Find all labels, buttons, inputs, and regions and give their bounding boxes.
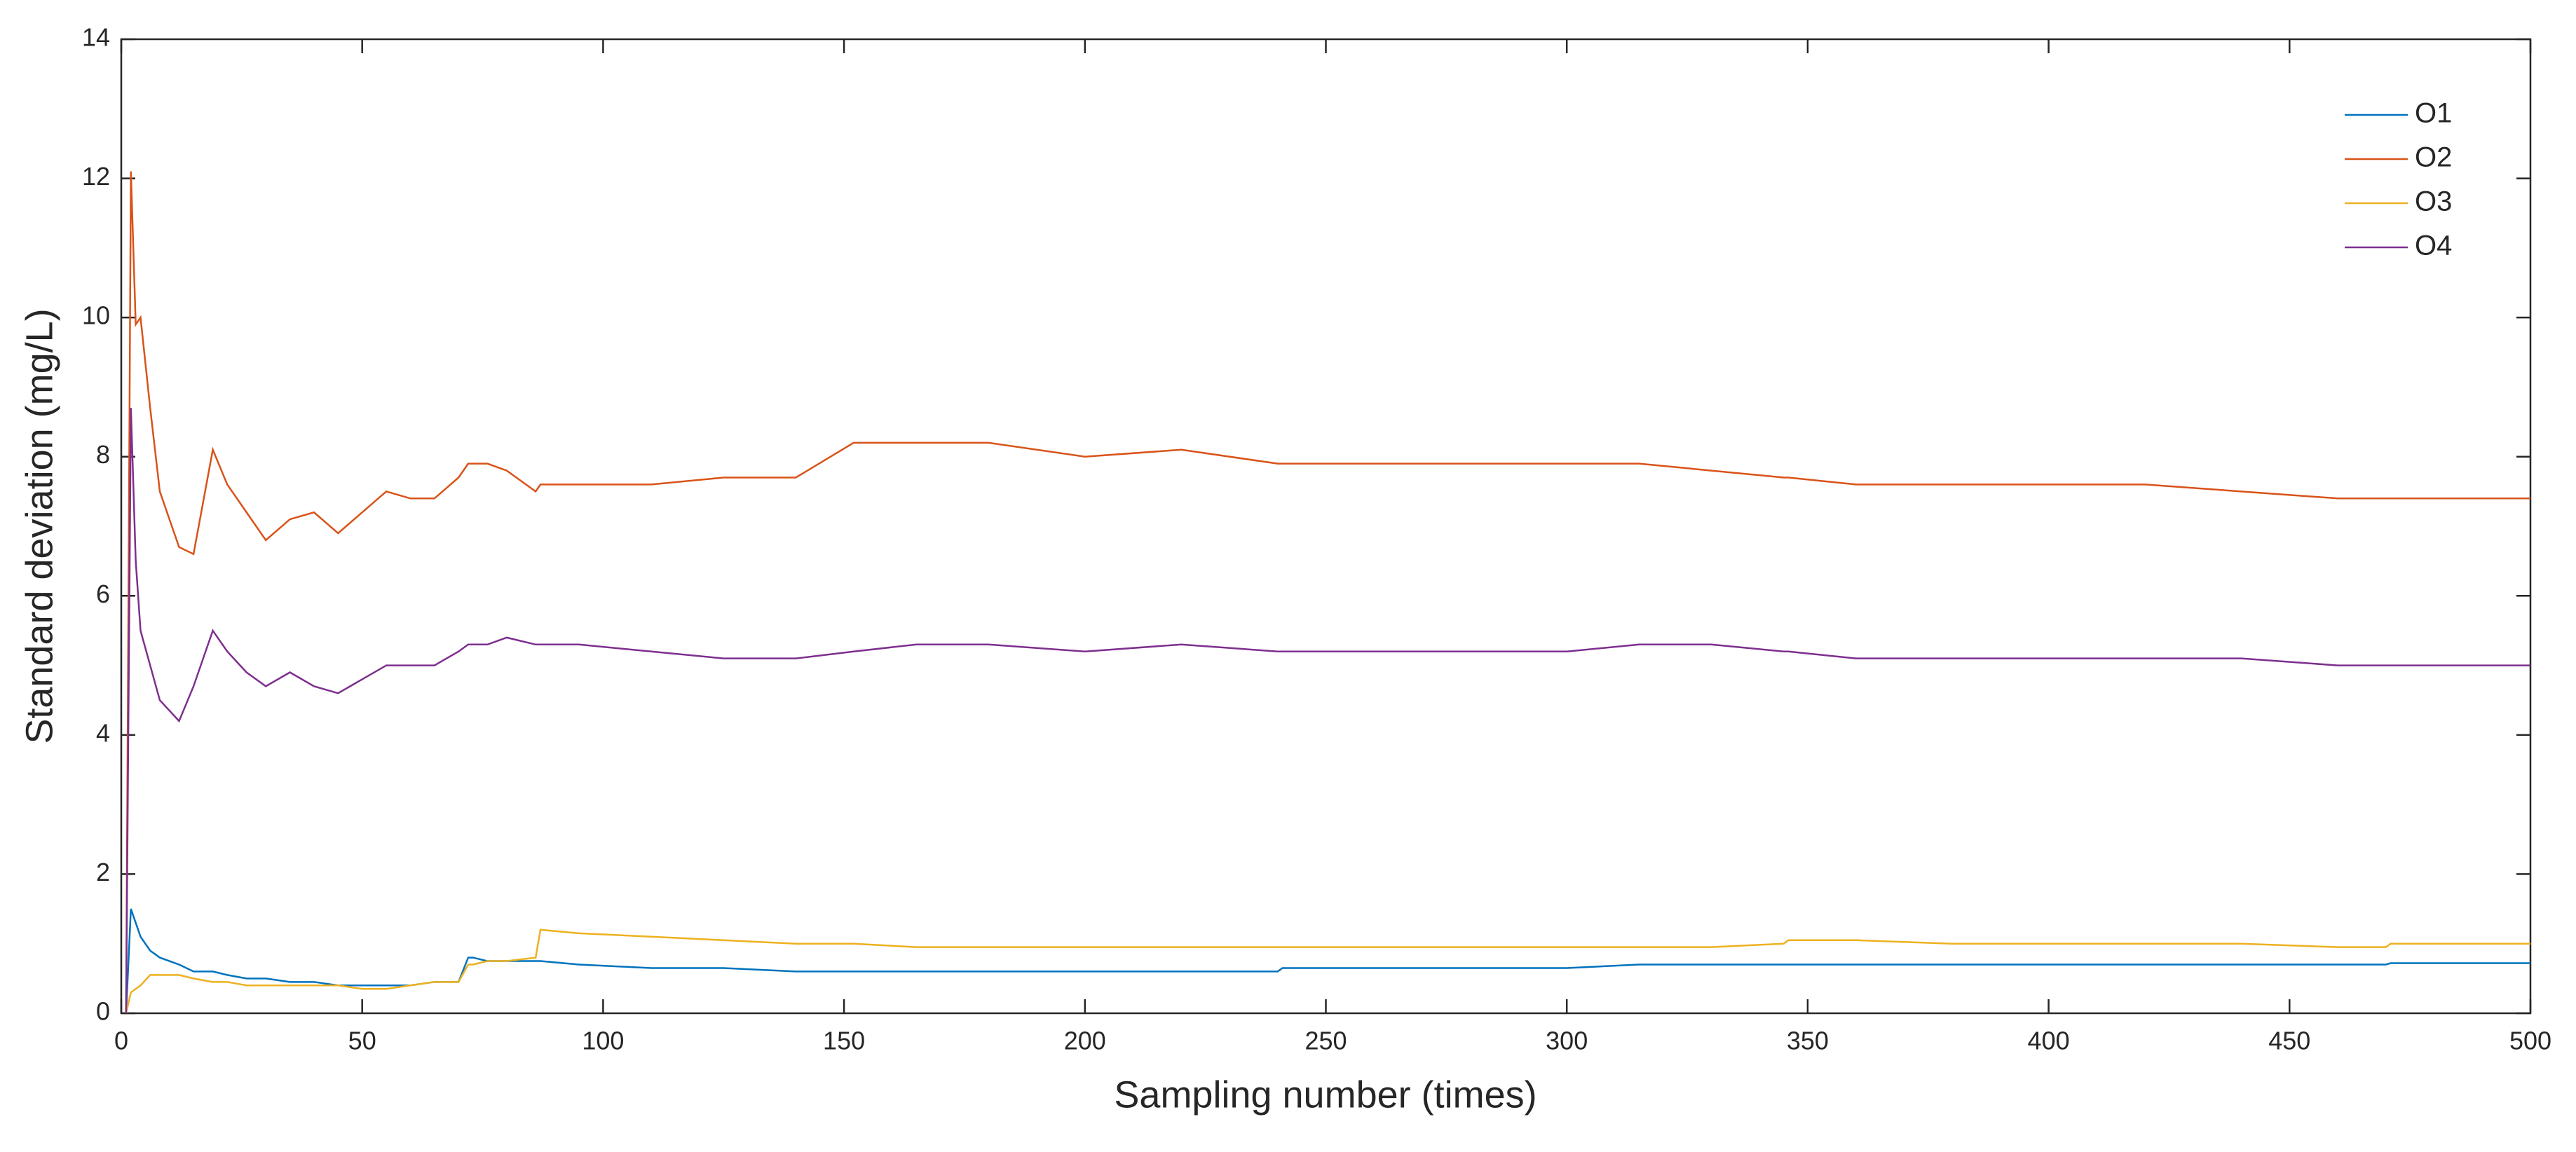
x-tick-label: 400 <box>2028 1027 2070 1055</box>
legend-label: O3 <box>2415 186 2452 217</box>
legend-label: O4 <box>2415 231 2452 261</box>
y-tick-label: 10 <box>82 301 110 330</box>
y-tick-label: 14 <box>82 23 110 52</box>
data-line <box>125 408 2530 1014</box>
x-tick-label: 250 <box>1304 1027 1347 1055</box>
x-tick-label: 450 <box>2268 1027 2310 1055</box>
x-tick-label: 200 <box>1064 1027 1106 1055</box>
x-tick-label: 0 <box>114 1027 128 1055</box>
plot-frame <box>120 38 2532 1015</box>
y-tick-label: 8 <box>96 440 110 469</box>
y-tick-label: 4 <box>96 718 110 747</box>
data-line <box>125 928 2530 1014</box>
data-line <box>125 908 2530 1014</box>
x-tick-label: 350 <box>1787 1027 1829 1055</box>
y-axis-label: Standard deviation (mg/L) <box>18 308 60 743</box>
legend-label: O2 <box>2415 142 2452 173</box>
x-axis-label: Sampling number (times) <box>1114 1074 1536 1116</box>
y-tick-label: 6 <box>96 580 110 608</box>
x-tick-label: 300 <box>1546 1027 1588 1055</box>
x-tick-label: 50 <box>348 1027 376 1055</box>
legend-label: O1 <box>2415 98 2452 129</box>
data-line <box>125 171 2530 1014</box>
x-tick-label: 100 <box>582 1027 624 1055</box>
y-tick-label: 12 <box>82 162 110 191</box>
x-tick-label: 500 <box>2509 1027 2551 1055</box>
y-tick-label: 2 <box>96 858 110 886</box>
y-tick-label: 0 <box>96 997 110 1026</box>
x-tick-label: 150 <box>823 1027 865 1055</box>
